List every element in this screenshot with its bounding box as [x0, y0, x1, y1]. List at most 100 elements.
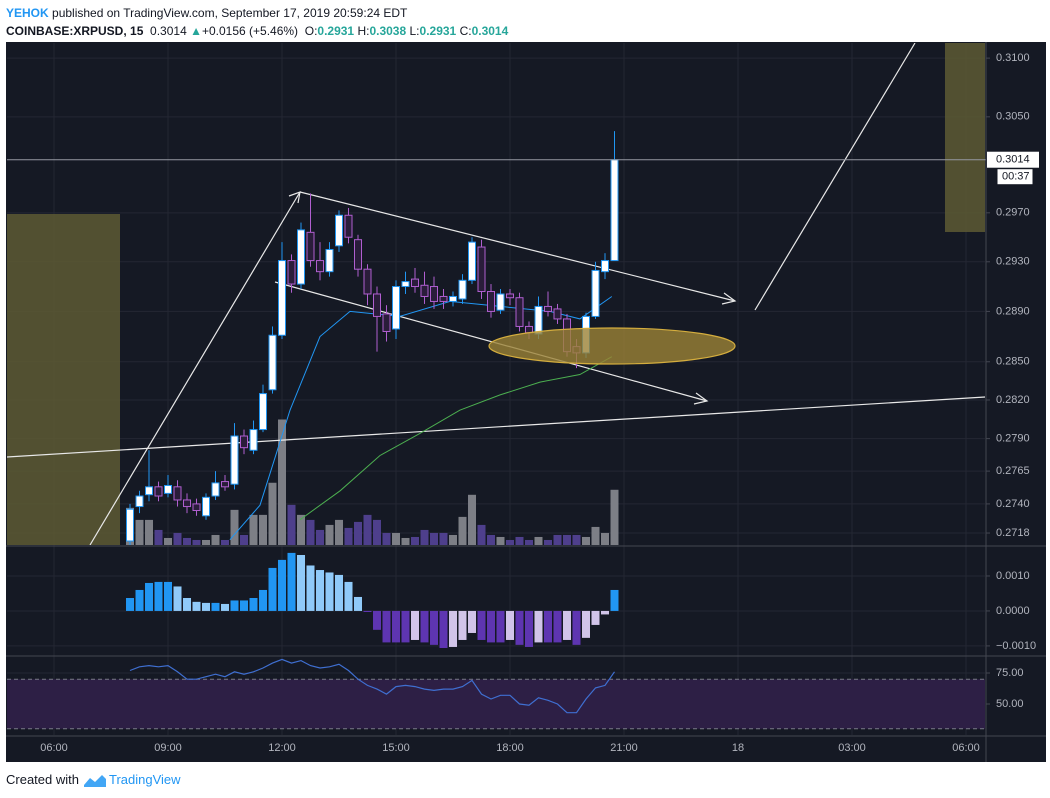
candle-body [449, 295, 458, 302]
x-tick-label: 21:00 [610, 742, 638, 754]
y-tick-label: 0.2790 [996, 433, 1030, 445]
macd-bar [487, 610, 496, 643]
volume-bar [230, 509, 239, 545]
macd-bar [458, 610, 467, 640]
volume-bar [373, 519, 382, 545]
macd-bar [439, 610, 448, 649]
macd-bar [192, 601, 201, 611]
volume-bar [316, 529, 325, 545]
macd-bar [221, 603, 230, 611]
ohlc-value: 0.3014 [471, 24, 509, 38]
ellipse-drawing[interactable] [488, 327, 736, 365]
arrow-line[interactable] [299, 191, 736, 302]
volume-bar [610, 489, 619, 545]
candle-body [496, 293, 505, 311]
macd-bar [259, 589, 268, 611]
chart-background [6, 42, 1046, 762]
macd-bar [297, 554, 306, 611]
published: published on TradingView.com, September … [52, 6, 408, 20]
candle-body [164, 485, 173, 494]
volume-bar [335, 519, 344, 545]
y-tick-label: 75.00 [996, 667, 1024, 679]
y-tick-label: 0.2970 [996, 207, 1030, 219]
macd-bar [240, 600, 249, 611]
macd-bar [534, 610, 543, 643]
volume-bar [487, 534, 496, 545]
candle-body [373, 293, 382, 317]
trend-line[interactable] [754, 43, 916, 311]
y-tick-label: 0.2820 [996, 394, 1030, 406]
candle-body [553, 308, 562, 320]
volume-bar [164, 537, 173, 545]
volume-bar [401, 537, 410, 545]
brand[interactable]: TradingView [108, 772, 181, 787]
macd-bar [173, 586, 182, 611]
volume-bar [506, 539, 515, 545]
candle-body [458, 279, 467, 300]
candle-body [487, 290, 496, 312]
volume-bar [525, 539, 534, 545]
user[interactable]: YEHOK [6, 6, 49, 20]
volume-bar [278, 419, 287, 545]
x-tick-label: 03:00 [838, 742, 866, 754]
volume-bar [496, 536, 505, 545]
macd-bar [582, 610, 591, 638]
volume-bar [477, 524, 486, 545]
macd-bar [563, 610, 572, 640]
volume-bar [268, 482, 277, 545]
volume-bar [211, 534, 220, 545]
arrow-head [693, 392, 709, 405]
candle-body [401, 281, 410, 288]
macd-bar [202, 602, 211, 611]
rsi-band [7, 679, 985, 729]
y-tick-label: 0.2930 [996, 256, 1030, 268]
macd-bar [335, 574, 344, 611]
candle-body [316, 260, 325, 273]
volume-bar [515, 536, 524, 545]
moving-average [299, 356, 613, 521]
ohlc-label: H: [357, 24, 370, 38]
volume-bar [325, 524, 334, 545]
ohlc-c: C:0.3014 [460, 24, 509, 38]
candle-body [325, 248, 334, 273]
logo [84, 775, 106, 787]
candle-body [126, 508, 135, 542]
candle-body [344, 214, 353, 238]
volume-bar [344, 527, 353, 545]
candle-body [354, 239, 363, 270]
volume-bar [591, 526, 600, 545]
countdown: 00:37 [1002, 171, 1030, 183]
volume-bar [306, 519, 315, 545]
macd-bar [553, 610, 562, 643]
created: Created with [6, 772, 79, 787]
macd-bar [211, 602, 220, 611]
macd-bar [363, 610, 372, 612]
footer: Created with TradingView [6, 772, 181, 787]
trend-line[interactable] [7, 396, 986, 458]
volume-bar [202, 539, 211, 545]
macd-bar [145, 582, 154, 611]
volume-bar [382, 532, 391, 545]
macd-bar [382, 610, 391, 643]
candle-body [259, 393, 268, 431]
macd-bar [373, 610, 382, 630]
macd-bar [411, 610, 420, 640]
volume-bar [192, 539, 201, 545]
y-tick-label: 0.3100 [996, 52, 1030, 64]
zone-rect[interactable] [945, 43, 985, 232]
volume-bar [534, 536, 543, 545]
y-tick-label: 0.2850 [996, 356, 1030, 368]
arrow-line[interactable] [89, 191, 301, 545]
macd-bar [135, 589, 144, 611]
macd-bar [591, 610, 600, 625]
candle-body [249, 429, 258, 451]
zone-rect[interactable] [7, 214, 120, 545]
price-label-box [987, 151, 1039, 168]
candle-body [515, 297, 524, 327]
candle-body [411, 278, 420, 288]
change: +0.0156 (+5.46%) [201, 24, 299, 38]
price: 0.3014 [150, 24, 187, 38]
arrow-line[interactable] [274, 281, 708, 402]
macd-bar [477, 610, 486, 640]
